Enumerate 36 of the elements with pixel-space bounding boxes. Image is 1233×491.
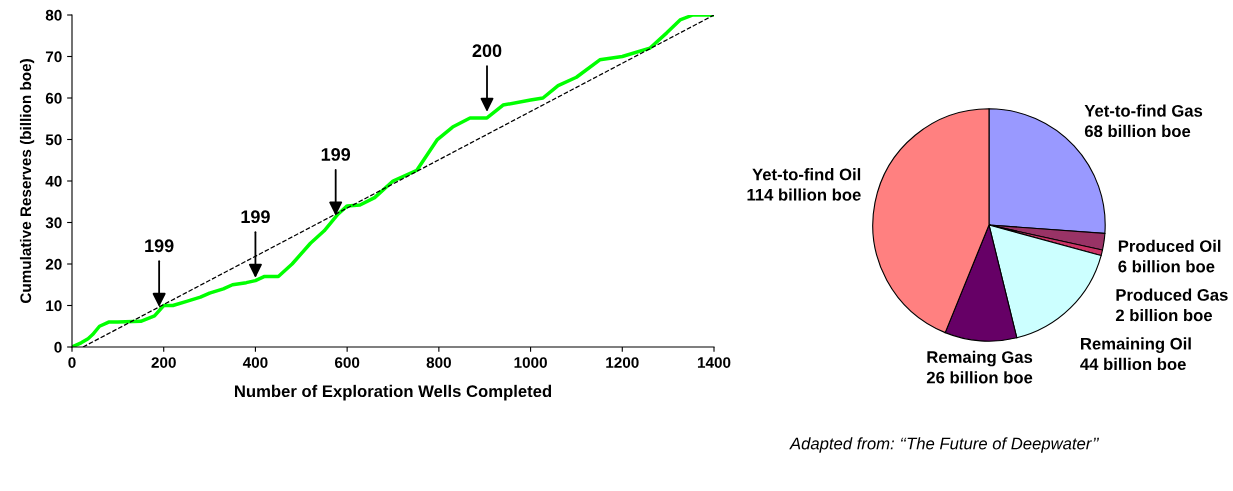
text: Adapted from: ‘‘The Future of Deepwater’’	[789, 437, 1099, 453]
slice-label: Produced Oil	[1118, 239, 1221, 253]
y-axis-title: Cumulative Reserves (billion boe)	[19, 59, 35, 304]
x-tick-label: 800	[426, 357, 451, 368]
y-tick-label: 80	[45, 9, 62, 21]
annotation: 199	[145, 239, 174, 253]
annotation: 199	[241, 210, 270, 224]
annotation: 200	[472, 44, 502, 58]
data-label: 114 billion boe	[747, 188, 861, 201]
data-label: 26 billion boe	[926, 371, 1033, 384]
y-tick-label: 10	[46, 300, 62, 312]
y-tick-label: 40	[45, 175, 62, 187]
x-tick-label: 1200	[606, 357, 639, 368]
slice-label: Yet-to-find Gas	[1084, 104, 1203, 117]
y-tick-label: 50	[45, 134, 62, 146]
x-tick-label: 1400	[697, 357, 731, 368]
x-axis-title: Number of Exploration Wells Completed	[234, 384, 552, 401]
x-tick-label: 0	[68, 357, 76, 368]
slice-label: Yet-to-find Oil	[752, 168, 861, 181]
y-tick-label: 70	[45, 51, 62, 63]
annotation: 199	[321, 148, 351, 161]
slice-label: Remaining Oil	[1081, 337, 1191, 353]
x-tick-label: 400	[242, 357, 268, 368]
slice-label: Produced Gas	[1116, 288, 1228, 301]
y-tick-label: 0	[54, 341, 62, 353]
y-tick-label: 30	[45, 217, 62, 229]
y-tick-label: 60	[45, 92, 62, 104]
x-tick-label: 600	[334, 357, 360, 368]
data-label: 6 billion boe	[1118, 260, 1215, 273]
y-tick-label: 20	[45, 258, 62, 270]
slice-label: Remaing Gas	[927, 350, 1033, 367]
x-tick-label: 200	[151, 357, 176, 368]
data-label: 68 billion boe	[1084, 124, 1191, 138]
data-label: 2 billion boe	[1115, 308, 1213, 322]
data-label: 44 billion boe	[1080, 357, 1186, 371]
x-tick-label: 1000	[514, 357, 547, 368]
